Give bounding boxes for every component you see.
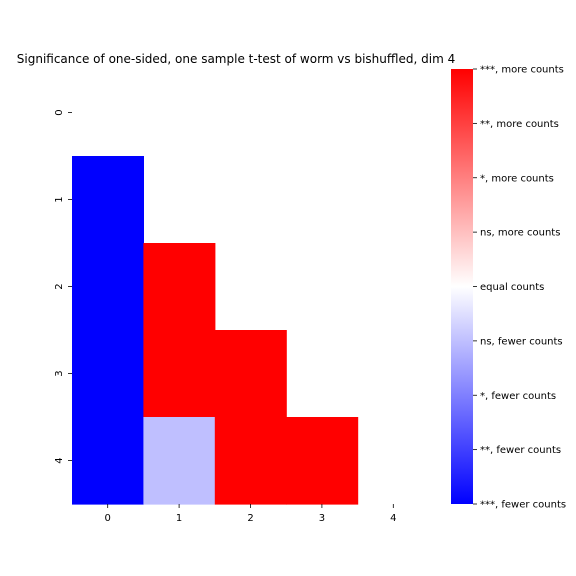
colorbar-tick-label-3: ns, more counts bbox=[480, 228, 560, 239]
colorbar-tick-label-2: *, more counts bbox=[480, 173, 554, 184]
x-tick-label-3: 3 bbox=[319, 513, 325, 524]
heatmap-cell-2-0 bbox=[72, 243, 144, 331]
heatmap-cells bbox=[72, 156, 359, 505]
colorbar-tick-label-4: equal counts bbox=[480, 282, 544, 293]
x-axis-ticks: 0 1 2 3 4 bbox=[105, 504, 396, 524]
colorbar-tick-label-8: ***, fewer counts bbox=[480, 500, 566, 511]
colorbar bbox=[451, 69, 473, 504]
x-tick-label-1: 1 bbox=[176, 513, 182, 524]
heatmap-cell-2-1 bbox=[143, 243, 216, 331]
heatmap-cell-3-1 bbox=[143, 330, 216, 418]
y-tick-label-1: 1 bbox=[54, 196, 65, 202]
y-tick-label-2: 2 bbox=[54, 283, 65, 289]
y-tick-label-4: 4 bbox=[54, 457, 65, 463]
colorbar-tick-label-1: **, more counts bbox=[480, 119, 559, 130]
x-tick-label-0: 0 bbox=[105, 513, 111, 524]
chart-title: Significance of one-sided, one sample t-… bbox=[17, 52, 455, 66]
y-tick-label-0: 0 bbox=[54, 109, 65, 115]
colorbar-ticks: ***, more counts **, more counts *, more c… bbox=[473, 65, 566, 511]
y-axis-ticks: 0 1 2 3 4 bbox=[54, 109, 72, 464]
heatmap-cell-3-2 bbox=[214, 330, 287, 418]
heatmap-cell-4-0 bbox=[72, 417, 144, 505]
heatmap-cell-1-0 bbox=[72, 156, 144, 244]
colorbar-tick-label-7: **, fewer counts bbox=[480, 445, 561, 456]
heatmap-cell-4-3 bbox=[286, 417, 359, 505]
heatmap-cell-3-0 bbox=[72, 330, 144, 418]
colorbar-tick-label-0: ***, more counts bbox=[480, 65, 564, 76]
colorbar-tick-label-6: *, fewer counts bbox=[480, 391, 556, 402]
heatmap-cell-4-2 bbox=[214, 417, 287, 505]
x-tick-label-4: 4 bbox=[390, 513, 396, 524]
colorbar-tick-label-5: ns, fewer counts bbox=[480, 336, 563, 347]
y-tick-label-3: 3 bbox=[54, 370, 65, 376]
x-tick-label-2: 2 bbox=[247, 513, 253, 524]
heatmap-cell-4-1 bbox=[143, 417, 216, 505]
